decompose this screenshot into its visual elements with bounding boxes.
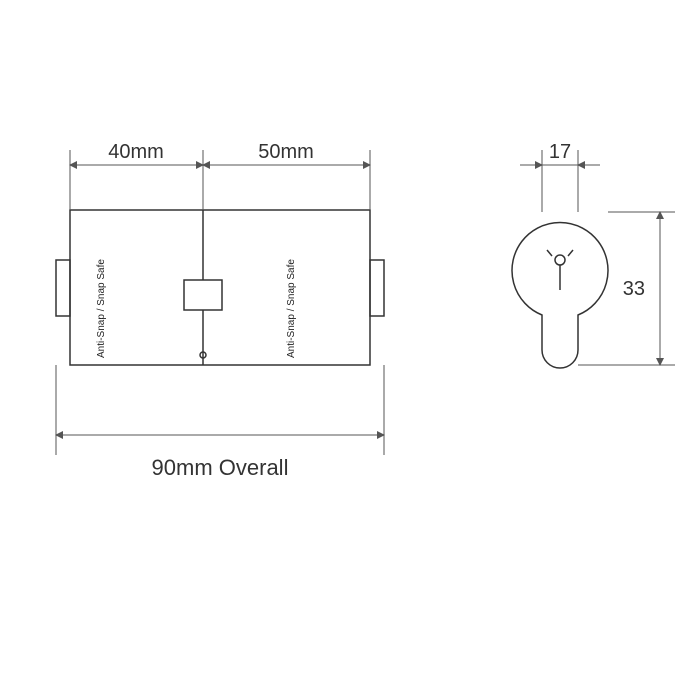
antisnap-right-label: Anti-Snap / Snap Safe <box>286 259 297 358</box>
end-view: 17 33 <box>512 141 675 368</box>
keyhole-pin <box>555 255 565 265</box>
dim-label-right: 50mm <box>258 141 314 163</box>
cylinder-lock-dimension-diagram: Anti-Snap / Snap Safe Anti-Snap / Snap S… <box>0 0 700 700</box>
dim-label-width: 17 <box>549 141 571 163</box>
end-profile <box>512 223 608 368</box>
side-view: Anti-Snap / Snap Safe Anti-Snap / Snap S… <box>56 141 384 480</box>
side-right-stub <box>370 260 384 316</box>
side-cam <box>184 280 222 310</box>
keyhole-detail <box>547 250 552 256</box>
dim-label-height: 33 <box>623 278 645 300</box>
dim-label-left: 40mm <box>108 141 164 163</box>
side-body <box>70 210 370 365</box>
antisnap-left-label: Anti-Snap / Snap Safe <box>96 259 107 358</box>
keyhole-detail <box>568 250 573 256</box>
dim-label-overall: 90mm Overall <box>152 455 289 480</box>
side-left-stub <box>56 260 70 316</box>
